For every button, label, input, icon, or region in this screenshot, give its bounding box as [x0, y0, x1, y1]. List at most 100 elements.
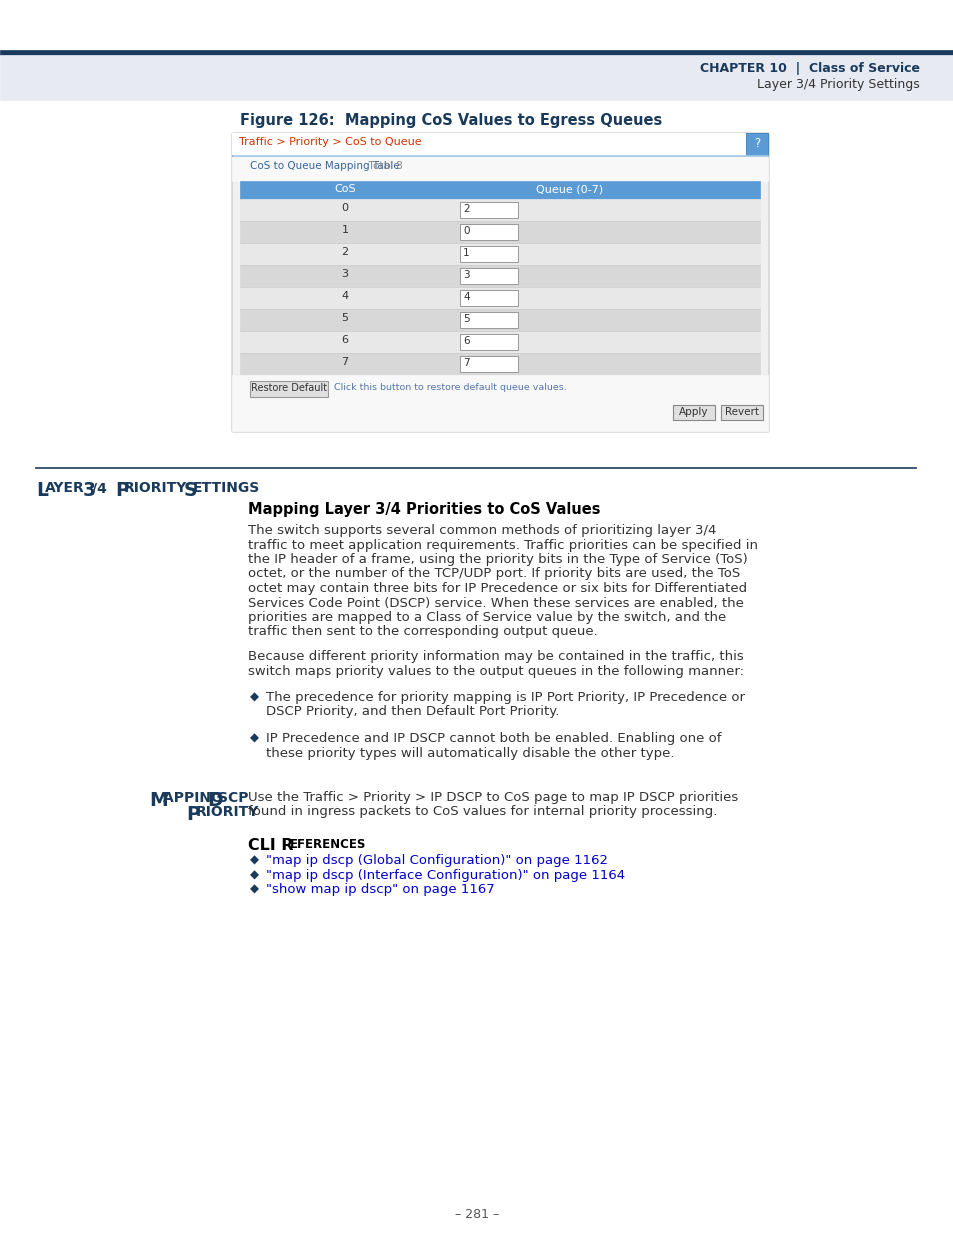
- Text: 3: 3: [83, 480, 96, 500]
- Text: P: P: [187, 805, 200, 825]
- Text: Restore Default: Restore Default: [251, 383, 327, 393]
- Text: Click this button to restore default queue values.: Click this button to restore default que…: [334, 383, 566, 391]
- Text: SCP: SCP: [218, 790, 248, 805]
- Text: 1: 1: [462, 248, 469, 258]
- Text: octet may contain three bits for IP Precedence or six bits for Differentiated: octet may contain three bits for IP Prec…: [248, 582, 746, 595]
- Text: D: D: [207, 790, 223, 810]
- Bar: [459, 333, 517, 350]
- Text: these priority types will automatically disable the other type.: these priority types will automatically …: [266, 746, 674, 760]
- Text: AYER: AYER: [45, 480, 85, 495]
- Text: Total 8: Total 8: [361, 161, 402, 170]
- Bar: [232, 157, 767, 182]
- Text: 1: 1: [341, 225, 348, 235]
- Bar: [459, 312, 517, 329]
- Text: 6: 6: [462, 336, 469, 346]
- Text: /4: /4: [91, 480, 107, 495]
- Text: Services Code Point (DSCP) service. When these services are enabled, the: Services Code Point (DSCP) service. When…: [248, 597, 743, 610]
- Text: Layer 3/4 Priority Settings: Layer 3/4 Priority Settings: [757, 78, 919, 91]
- Bar: [240, 243, 760, 266]
- Bar: [240, 331, 760, 353]
- Text: RIORITY: RIORITY: [124, 480, 188, 495]
- Text: M: M: [150, 790, 169, 810]
- Text: – 281 –: – 281 –: [455, 1208, 498, 1221]
- Text: the IP header of a frame, using the priority bits in the Type of Service (ToS): the IP header of a frame, using the prio…: [248, 553, 747, 566]
- Bar: [232, 157, 767, 431]
- Text: RIORITY: RIORITY: [195, 805, 259, 820]
- Text: 4: 4: [341, 291, 348, 301]
- Bar: [240, 182, 760, 199]
- Text: 0: 0: [462, 226, 469, 236]
- Bar: [459, 268, 517, 284]
- Text: 7: 7: [462, 358, 469, 368]
- Text: Queue (0-7): Queue (0-7): [536, 184, 603, 194]
- Text: 2: 2: [341, 247, 348, 257]
- Text: ETTINGS: ETTINGS: [193, 480, 259, 495]
- Text: The switch supports several common methods of prioritizing layer 3/4: The switch supports several common metho…: [248, 524, 716, 537]
- Text: 0: 0: [341, 203, 348, 212]
- Bar: [240, 287, 760, 309]
- Text: priorities are mapped to a Class of Service value by the switch, and the: priorities are mapped to a Class of Serv…: [248, 611, 725, 624]
- Bar: [232, 375, 767, 431]
- Bar: [0, 49, 953, 56]
- Text: "map ip dscp (Global Configuration)" on page 1162: "map ip dscp (Global Configuration)" on …: [266, 853, 607, 867]
- Text: Traffic > Priority > CoS to Queue: Traffic > Priority > CoS to Queue: [239, 137, 421, 147]
- Text: Because different priority information may be contained in the traffic, this: Because different priority information m…: [248, 650, 743, 663]
- Text: 5: 5: [341, 312, 348, 324]
- Text: octet, or the number of the TCP/UDP port. If priority bits are used, the ToS: octet, or the number of the TCP/UDP port…: [248, 568, 740, 580]
- Text: Revert: Revert: [724, 408, 759, 417]
- Bar: [459, 203, 517, 219]
- Bar: [232, 133, 745, 156]
- Bar: [459, 356, 517, 372]
- Text: The precedence for priority mapping is IP Port Priority, IP Precedence or: The precedence for priority mapping is I…: [266, 692, 744, 704]
- Text: ◆: ◆: [250, 853, 258, 867]
- Text: Mapping Layer 3/4 Priorities to CoS Values: Mapping Layer 3/4 Priorities to CoS Valu…: [248, 501, 599, 517]
- Bar: [240, 266, 760, 287]
- Text: Figure 126:  Mapping CoS Values to Egress Queues: Figure 126: Mapping CoS Values to Egress…: [240, 112, 661, 128]
- Text: Apply: Apply: [679, 408, 708, 417]
- Bar: [0, 56, 953, 100]
- Text: 3: 3: [462, 270, 469, 280]
- Bar: [232, 156, 767, 157]
- Text: CoS to Queue Mapping Table: CoS to Queue Mapping Table: [250, 161, 399, 170]
- Text: 5: 5: [462, 314, 469, 324]
- Text: ◆: ◆: [250, 692, 258, 704]
- Text: CLI R: CLI R: [248, 839, 294, 853]
- Bar: [672, 405, 714, 420]
- Text: traffic then sent to the corresponding output queue.: traffic then sent to the corresponding o…: [248, 625, 598, 638]
- Text: CHAPTER 10  |  Class of Service: CHAPTER 10 | Class of Service: [700, 62, 919, 75]
- Text: 7: 7: [341, 357, 348, 367]
- Text: switch maps priority values to the output queues in the following manner:: switch maps priority values to the outpu…: [248, 664, 743, 678]
- Text: "show map ip dscp" on page 1167: "show map ip dscp" on page 1167: [266, 883, 495, 897]
- Bar: [240, 309, 760, 331]
- Text: ◆: ◆: [250, 883, 258, 897]
- Bar: [250, 382, 328, 396]
- Bar: [459, 246, 517, 262]
- Bar: [232, 133, 767, 431]
- Bar: [720, 405, 762, 420]
- Bar: [240, 199, 760, 221]
- Bar: [459, 290, 517, 306]
- Text: 4: 4: [462, 291, 469, 303]
- Text: CoS: CoS: [334, 184, 355, 194]
- Text: IP Precedence and IP DSCP cannot both be enabled. Enabling one of: IP Precedence and IP DSCP cannot both be…: [266, 732, 720, 745]
- Text: S: S: [183, 480, 197, 500]
- Text: P: P: [115, 480, 129, 500]
- Text: traffic to meet application requirements. Traffic priorities can be specified in: traffic to meet application requirements…: [248, 538, 758, 552]
- Bar: [459, 224, 517, 240]
- Text: "map ip dscp (Interface Configuration)" on page 1164: "map ip dscp (Interface Configuration)" …: [266, 868, 624, 882]
- Bar: [745, 133, 767, 156]
- Text: 6: 6: [341, 335, 348, 345]
- Bar: [0, 0, 953, 49]
- Text: DSCP Priority, and then Default Port Priority.: DSCP Priority, and then Default Port Pri…: [266, 705, 558, 719]
- Text: Use the Traffic > Priority > IP DSCP to CoS page to map IP DSCP priorities: Use the Traffic > Priority > IP DSCP to …: [248, 790, 738, 804]
- Bar: [240, 353, 760, 375]
- Text: found in ingress packets to CoS values for internal priority processing.: found in ingress packets to CoS values f…: [248, 805, 717, 819]
- Text: EFERENCES: EFERENCES: [290, 839, 366, 851]
- Text: ◆: ◆: [250, 868, 258, 882]
- Bar: [240, 221, 760, 243]
- Text: APPING: APPING: [163, 790, 227, 805]
- Text: 3: 3: [341, 269, 348, 279]
- Text: ?: ?: [753, 137, 760, 149]
- Text: ◆: ◆: [250, 732, 258, 745]
- Text: 2: 2: [462, 204, 469, 214]
